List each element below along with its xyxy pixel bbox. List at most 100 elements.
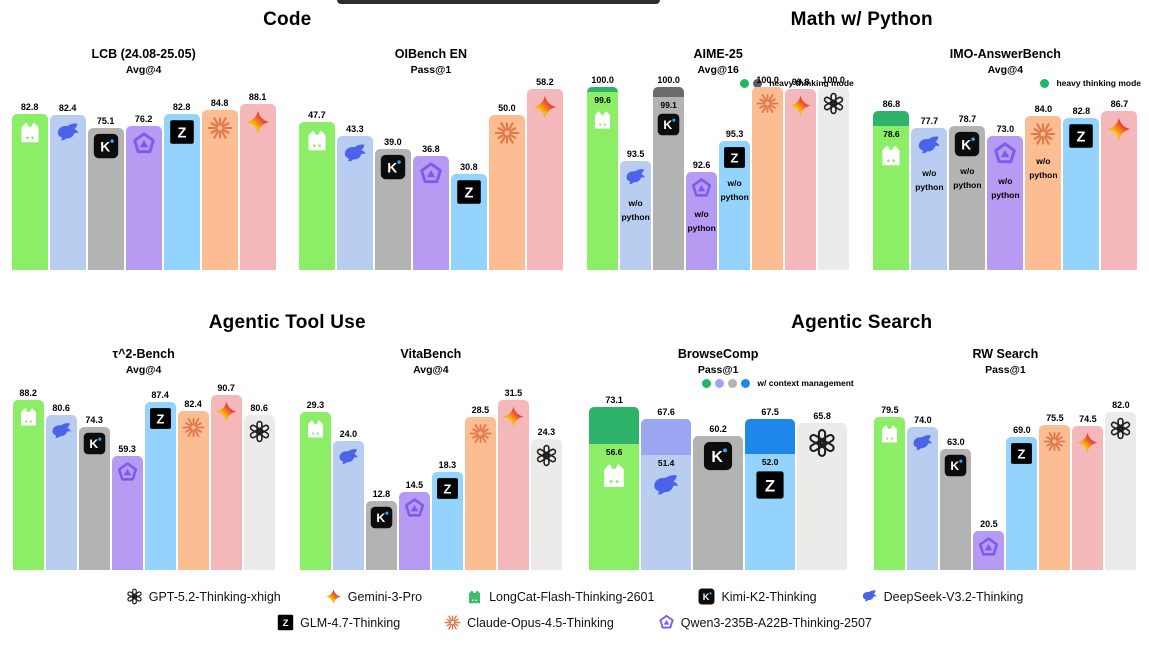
value-label: 87.4	[151, 390, 169, 400]
heavy-mode-cap	[589, 407, 640, 444]
panel-head: OIBench EN Pass@1	[287, 40, 574, 76]
wo-python-line: python	[1029, 169, 1058, 180]
legend-label: GPT-5.2-Thinking-xhigh	[148, 589, 281, 604]
legend-label: GLM-4.7-Thinking	[300, 615, 401, 630]
panel-subtitle: Pass@1	[410, 64, 452, 76]
svg-text:Z: Z	[1018, 447, 1026, 462]
kimi-icon: K	[370, 506, 393, 529]
bar-glm: 67.5 52.0 Z	[745, 407, 796, 570]
bar-deepseek: 93.5 w/o python	[620, 149, 652, 270]
wo-python-label: w/o python	[991, 175, 1019, 202]
heavy-mode-cap	[745, 419, 796, 454]
bar-content: 99.1 K	[653, 87, 684, 136]
mini-legend: heavy thinking mode	[1040, 78, 1141, 88]
legend-label: Gemini-3-Pro	[347, 589, 423, 604]
bar-content: w/o python	[1025, 116, 1061, 182]
section-header-row-top: Code Math w/ Python	[0, 0, 1149, 40]
value-label: 50.0	[498, 103, 516, 113]
wo-python-label: w/o python	[687, 208, 715, 235]
claude-icon	[494, 120, 520, 146]
gpt-icon	[1109, 417, 1132, 440]
bar-qwen: 14.5	[398, 480, 430, 570]
panel-imo-answerbench: IMO-AnswerBench Avg@4 heavy thinking mode 8…	[862, 40, 1149, 270]
value-label: 75.1	[96, 116, 115, 126]
bar-content: Z	[451, 174, 487, 205]
deepseek-icon	[624, 166, 647, 189]
mini-legend-dot	[1040, 78, 1050, 88]
panel-head: VitaBench Avg@4	[287, 340, 574, 376]
value-label: 99.8	[791, 77, 810, 87]
gemini-icon	[502, 405, 525, 428]
bar-kimi: 74.3 K	[78, 415, 110, 570]
bar-longcat: 82.8	[11, 102, 48, 270]
panel-oibench-en: OIBench EN Pass@1 47.7 43.3 39.0 K 36.8 30.8 Z 50…	[287, 40, 574, 270]
plot-area: 82.8 82.4 75.1 K 76.2 82.8 Z 84.8 88.1	[0, 87, 287, 270]
base-value-label: 78.6	[883, 129, 900, 139]
longcat-icon	[599, 460, 629, 490]
qwen-icon	[418, 161, 444, 187]
heavy-mode-cap	[873, 111, 910, 126]
bar-content	[874, 417, 905, 445]
bar-gemini: 31.5	[497, 388, 529, 570]
legend-label: Qwen3-235B-A22B-Thinking-2507	[680, 615, 872, 630]
bar-content: Z	[145, 402, 176, 430]
panel-head: AIME-25 Avg@16	[575, 40, 862, 76]
qwen-icon	[992, 141, 1018, 167]
value-label: 74.3	[85, 415, 103, 425]
gemini-icon	[215, 400, 238, 423]
panel-rw-search: RW Search Pass@1 79.5 74.0 63.0 K 20.5 69.0 Z 75.…	[862, 340, 1149, 570]
section-title-math: Math w/ Python	[790, 9, 933, 30]
value-label: 18.3	[438, 460, 457, 470]
bar-content	[126, 126, 162, 157]
panel-2-bench: τ^2-Bench Avg@4 88.2 80.6 74.3 K 59.3 87.4 Z 82.4…	[0, 340, 287, 570]
panel-subtitle: Avg@4	[413, 364, 449, 376]
bar-glm: 18.3 Z	[431, 460, 463, 570]
value-label: 78.7	[958, 114, 977, 124]
panel-head: IMO-AnswerBench Avg@4	[862, 40, 1149, 76]
gpt-icon	[126, 588, 143, 605]
bar-claude: 84.0 w/o python	[1025, 104, 1062, 270]
panel-title: AIME-25	[693, 47, 743, 61]
bar-content	[112, 456, 143, 484]
deepseek-icon	[342, 141, 368, 167]
value-label: 77.7	[920, 116, 939, 126]
section-title-code: Code	[263, 9, 312, 30]
mini-legend: heavy thinking mode	[740, 78, 854, 88]
value-label: 74.0	[914, 415, 932, 425]
wo-python-label: w/o python	[915, 167, 943, 194]
bar-deepseek: 74.0	[907, 415, 939, 570]
wo-python-line: python	[991, 189, 1020, 200]
bar-content	[240, 104, 276, 135]
bar-kimi: 100.0 99.1 K	[653, 75, 685, 270]
bar-gpt: 100.0	[818, 75, 850, 270]
svg-text:K: K	[89, 437, 98, 451]
gpt-icon	[807, 428, 837, 458]
bar-claude: 28.5	[464, 405, 496, 570]
bar-gpt: 65.8	[797, 411, 848, 570]
glm-icon: Z	[277, 614, 294, 631]
legend-label: Kimi-K2-Thinking	[721, 589, 817, 604]
wo-python-line: w/o	[727, 178, 742, 188]
value-label: 76.2	[134, 114, 153, 124]
bar-content	[244, 415, 275, 443]
panel-subtitle: Avg@4	[125, 64, 162, 76]
bar-content: 99.6	[587, 87, 618, 131]
longcat-icon	[304, 417, 327, 440]
gpt-icon	[822, 92, 845, 115]
cropped-banner	[337, 0, 660, 4]
bar-content	[337, 136, 373, 167]
value-label: 69.0	[1013, 425, 1031, 435]
wo-python-line: w/o	[922, 168, 937, 178]
bar-content	[785, 89, 816, 117]
value-label: 47.7	[308, 110, 326, 120]
panel-title: IMO-AnswerBench	[949, 47, 1061, 61]
bar-content	[527, 89, 563, 120]
legend-item-deepseek: DeepSeek-V3.2-Thinking	[861, 588, 1023, 605]
bar-content: Z	[164, 114, 200, 145]
kimi-icon: K	[703, 441, 733, 471]
value-label: 82.8	[1072, 106, 1091, 116]
bar-gemini: 86.7	[1101, 99, 1138, 270]
bar-kimi: 60.2 K	[693, 424, 744, 570]
longcat-icon	[466, 588, 483, 605]
bar-content	[333, 441, 364, 469]
